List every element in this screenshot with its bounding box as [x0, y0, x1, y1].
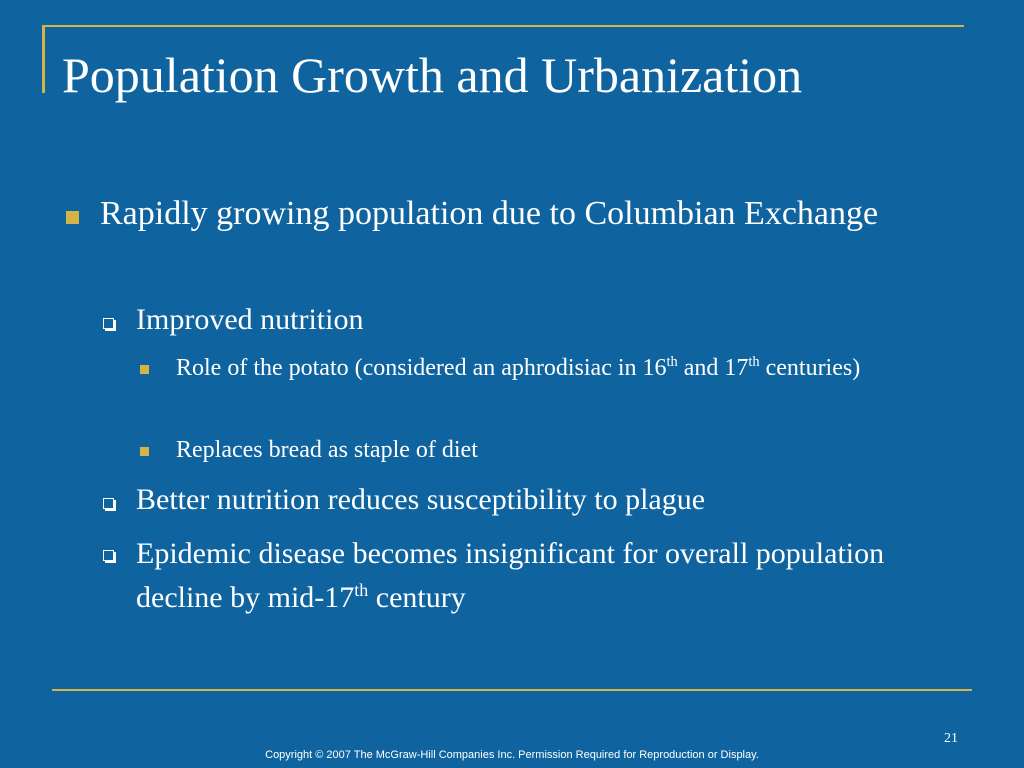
potato-sup2: th: [748, 354, 760, 370]
small-square-bullet-icon: [140, 365, 149, 374]
square-bullet-icon: [66, 211, 79, 224]
slide-title: Population Growth and Urbanization: [62, 47, 803, 103]
bullet-columbian-exchange: Rapidly growing population due to Columb…: [100, 195, 879, 232]
hollow-box-bullet-icon: [103, 550, 114, 561]
epidemic-text-part2: century: [368, 581, 466, 614]
small-square-bullet-icon: [140, 447, 149, 456]
potato-sup1: th: [666, 354, 678, 370]
potato-text-part1: Role of the potato (considered an aphrod…: [176, 355, 667, 381]
sub-bullet-epidemic: Epidemic disease becomes insignificant f…: [136, 532, 956, 620]
sub-bullet-improved-nutrition: Improved nutrition: [136, 303, 364, 336]
potato-text-part2: and 17: [677, 355, 749, 381]
sub-bullet-plague: Better nutrition reduces susceptibility …: [136, 483, 706, 516]
page-number: 21: [944, 731, 958, 746]
frame-horizontal-rule: [42, 25, 964, 27]
epidemic-text-part1: Epidemic disease becomes insignificant f…: [136, 537, 885, 614]
sub-sub-bullet-potato: Role of the potato (considered an aphrod…: [176, 350, 956, 387]
copyright-notice: Copyright © 2007 The McGraw-Hill Compani…: [265, 749, 759, 761]
hollow-box-bullet-icon: [103, 498, 114, 509]
potato-text-part3: centuries): [759, 355, 861, 381]
footer-rule: [52, 689, 972, 691]
sub-sub-bullet-bread: Replaces bread as staple of diet: [176, 437, 478, 463]
frame-vertical-rule: [42, 25, 45, 93]
epidemic-sup1: th: [354, 580, 369, 600]
hollow-box-bullet-icon: [103, 318, 114, 329]
